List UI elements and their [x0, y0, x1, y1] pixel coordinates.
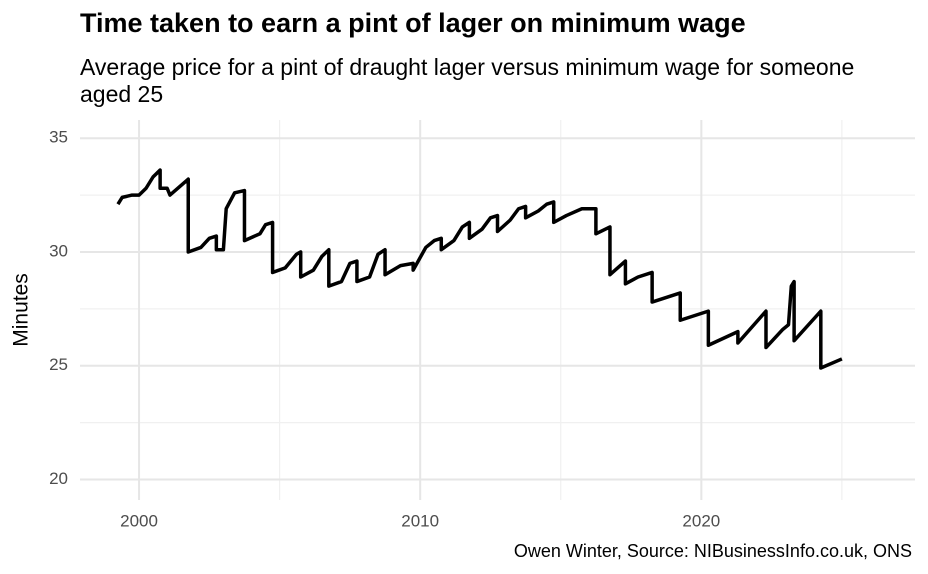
y-tick-label: 25 — [49, 355, 68, 374]
chart-subtitle: Average price for a pint of draught lage… — [80, 54, 855, 107]
x-tick-label: 2000 — [120, 511, 158, 530]
x-tick-label: 2020 — [682, 511, 720, 530]
caption: Owen Winter, Source: NIBusinessInfo.co.u… — [514, 541, 912, 561]
y-tick-label: 35 — [49, 128, 68, 147]
y-tick-label: 20 — [49, 469, 68, 488]
chart-title: Time taken to earn a pint of lager on mi… — [80, 8, 746, 38]
y-tick-label: 30 — [49, 241, 68, 260]
line — [116, 168, 843, 370]
y-axis-label: Minutes — [10, 273, 33, 347]
x-tick-label: 2010 — [401, 511, 439, 530]
